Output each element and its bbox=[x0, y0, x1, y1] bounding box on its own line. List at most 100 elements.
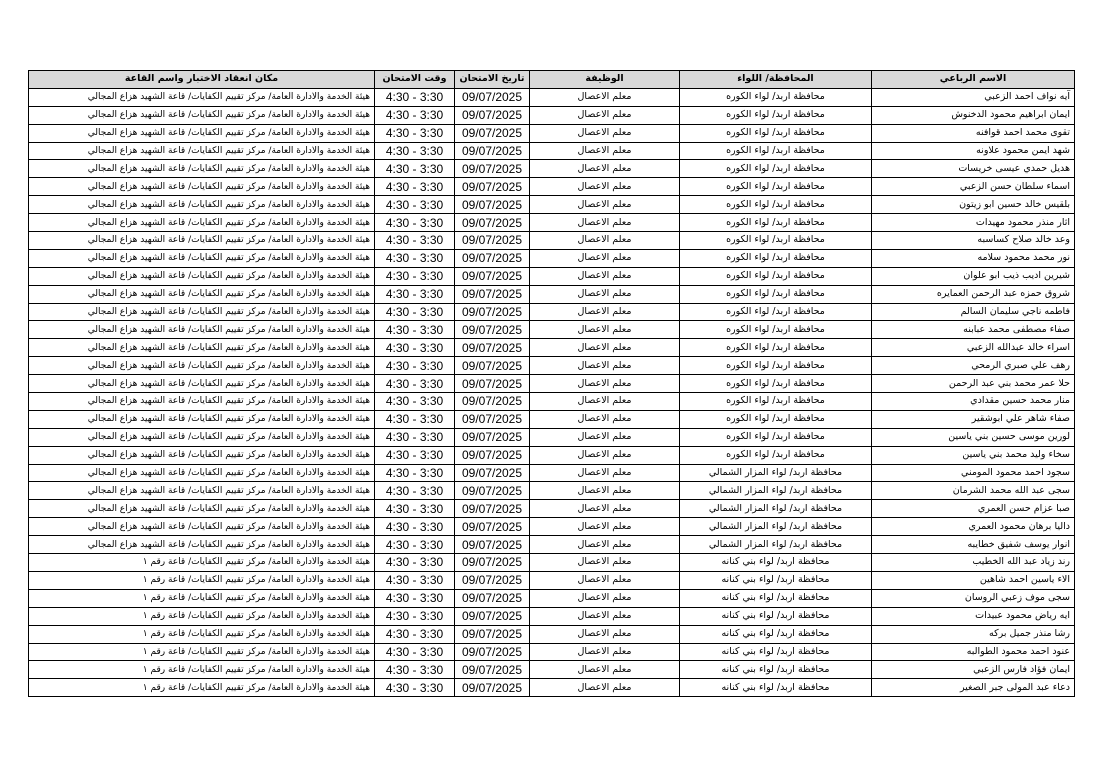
venue-cell: هيئة الخدمة والادارة العامة/ مركز تقييم … bbox=[28, 481, 375, 501]
table-row: شيرين اديب ذيب ابو علوان محافظة اربد/ لوا… bbox=[28, 266, 1075, 286]
column-header: مكان انعقاد الاختبار واسم القاعة bbox=[28, 70, 375, 89]
column-header: الاسم الرباعي bbox=[871, 70, 1075, 89]
name-cell: رشا منذر جميل بركه bbox=[871, 624, 1075, 644]
date-cell: 09/07/2025 bbox=[454, 338, 530, 358]
date-cell: 09/07/2025 bbox=[454, 642, 530, 662]
name-cell: صفاء شاهر علي ابوشقير bbox=[871, 409, 1075, 429]
name-cell: انوار يوسف شفيق خطايبه bbox=[871, 535, 1075, 555]
time-cell: 4:30 - 3:30 bbox=[374, 463, 455, 483]
job-cell: معلم الاعصال bbox=[529, 374, 680, 394]
region-cell: محافظة اربد/ لواء المزار الشمالي bbox=[679, 517, 872, 537]
region-cell: محافظة اربد/ لواء بني كنانه bbox=[679, 624, 872, 644]
time-cell: 4:30 - 3:30 bbox=[374, 320, 455, 340]
venue-cell: هيئة الخدمة والادارة العامة/ مركز تقييم … bbox=[28, 248, 375, 268]
name-cell: اسماء سلطان حسن الزعبي bbox=[871, 177, 1075, 197]
job-cell: معلم الاعصال bbox=[529, 642, 680, 662]
table-row: منار محمد حسين مقدادي محافظة اربد/ لواء ا… bbox=[28, 392, 1075, 411]
date-cell: 09/07/2025 bbox=[454, 195, 530, 215]
job-cell: معلم الاعصال bbox=[529, 213, 680, 233]
job-cell: معلم الاعصال bbox=[529, 427, 680, 447]
time-cell: 4:30 - 3:30 bbox=[374, 642, 455, 662]
venue-cell: هيئة الخدمة والادارة العامة/ مركز تقييم … bbox=[28, 302, 375, 322]
time-cell: 4:30 - 3:30 bbox=[374, 624, 455, 644]
table-row: هديل حمدي عيسى خريسات محافظة اربد/ لواء ا… bbox=[28, 159, 1075, 179]
name-cell: صفاء مصطفى محمد عبابنه bbox=[871, 320, 1075, 340]
date-cell: 09/07/2025 bbox=[454, 266, 530, 286]
name-cell: شهد ايمن محمود علاونه bbox=[871, 141, 1075, 161]
job-cell: معلم الاعصال bbox=[529, 177, 680, 197]
time-cell: 4:30 - 3:30 bbox=[374, 481, 455, 501]
table-row: رند زياد عبد الله الخطيب محافظة اربد/ لوا… bbox=[28, 553, 1075, 572]
table-row: سجى موف زعبي الروسان محافظة اربد/ لواء بن… bbox=[28, 588, 1075, 608]
table-row: وعد خالد صلاح كساسبه محافظة اربد/ لواء ال… bbox=[28, 231, 1075, 250]
region-cell: محافظة اربد/ لواء بني كنانه bbox=[679, 570, 872, 590]
name-cell: ايمان فؤاد فارس الزعبي bbox=[871, 660, 1075, 680]
time-cell: 4:30 - 3:30 bbox=[374, 517, 455, 537]
name-cell: وعد خالد صلاح كساسبه bbox=[871, 231, 1075, 250]
job-cell: معلم الاعصال bbox=[529, 409, 680, 429]
time-cell: 4:30 - 3:30 bbox=[374, 141, 455, 161]
time-cell: 4:30 - 3:30 bbox=[374, 374, 455, 394]
date-cell: 09/07/2025 bbox=[454, 159, 530, 179]
venue-cell: هيئة الخدمة والادارة العامة/ مركز تقييم … bbox=[28, 535, 375, 555]
region-cell: محافظة اربد/ لواء المزار الشمالي bbox=[679, 463, 872, 483]
venue-cell: هيئة الخدمة والادارة العامة/ مركز تقييم … bbox=[28, 213, 375, 233]
region-cell: محافظة اربد/ لواء بني كنانه bbox=[679, 606, 872, 626]
venue-cell: هيئة الخدمة والادارة العامة/ مركز تقييم … bbox=[28, 392, 375, 411]
table-row: صفاء مصطفى محمد عبابنه محافظة اربد/ لواء … bbox=[28, 320, 1075, 340]
name-cell: الاء ياسين احمد شاهين bbox=[871, 570, 1075, 590]
region-cell: محافظة اربد/ لواء المزار الشمالي bbox=[679, 481, 872, 501]
time-cell: 4:30 - 3:30 bbox=[374, 660, 455, 680]
time-cell: 4:30 - 3:30 bbox=[374, 553, 455, 572]
region-cell: محافظة اربد/ لواء بني كنانه bbox=[679, 642, 872, 662]
date-cell: 09/07/2025 bbox=[454, 606, 530, 626]
date-cell: 09/07/2025 bbox=[454, 105, 530, 125]
name-cell: صبا عزام حسن العمري bbox=[871, 499, 1075, 519]
table-row: لورين موسى حسين بني ياسين محافظة اربد/ لو… bbox=[28, 427, 1075, 447]
job-cell: معلم الاعصال bbox=[529, 248, 680, 268]
column-header: وقت الامتحان bbox=[374, 70, 455, 89]
name-cell: حلا عمر محمد بني عبد الرحمن bbox=[871, 374, 1075, 394]
date-cell: 09/07/2025 bbox=[454, 588, 530, 608]
table-row: سجود احمد محمود المومني محافظة اربد/ لواء… bbox=[28, 463, 1075, 483]
region-cell: محافظة اربد/ لواء بني كنانه bbox=[679, 553, 872, 572]
region-cell: محافظة اربد/ لواء الكوره bbox=[679, 231, 872, 250]
time-cell: 4:30 - 3:30 bbox=[374, 499, 455, 519]
job-cell: معلم الاعصال bbox=[529, 517, 680, 537]
schedule-table: الاسم الرباعي المحافظة/ اللواء الوظيفة تاري… bbox=[28, 70, 1075, 698]
job-cell: معلم الاعصال bbox=[529, 123, 680, 143]
name-cell: تقوى محمد احمد قوافنه bbox=[871, 123, 1075, 143]
table-row: نور محمد محمود سلامه محافظة اربد/ لواء ال… bbox=[28, 248, 1075, 268]
job-cell: معلم الاعصال bbox=[529, 463, 680, 483]
name-cell: رند زياد عبد الله الخطيب bbox=[871, 553, 1075, 572]
column-header: المحافظة/ اللواء bbox=[679, 70, 872, 89]
job-cell: معلم الاعصال bbox=[529, 660, 680, 680]
region-cell: محافظة اربد/ لواء الكوره bbox=[679, 213, 872, 233]
date-cell: 09/07/2025 bbox=[454, 427, 530, 447]
document: الاسم الرباعي المحافظة/ اللواء الوظيفة تاري… bbox=[28, 70, 1075, 698]
name-cell: اسراء خالد عبدالله الزعبي bbox=[871, 338, 1075, 358]
region-cell: محافظة اربد/ لواء الكوره bbox=[679, 356, 872, 376]
time-cell: 4:30 - 3:30 bbox=[374, 588, 455, 608]
name-cell: سجى عبد الله محمد الشرمان bbox=[871, 481, 1075, 501]
venue-cell: هيئة الخدمة والادارة العامة/ مركز تقييم … bbox=[28, 409, 375, 429]
region-cell: محافظة اربد/ لواء الكوره bbox=[679, 445, 872, 465]
venue-cell: هيئة الخدمة والادارة العامة/ مركز تقييم … bbox=[28, 606, 375, 626]
job-cell: معلم الاعصال bbox=[529, 231, 680, 250]
name-cell: سجى موف زعبي الروسان bbox=[871, 588, 1075, 608]
table-row: عنود احمد محمود الطوالبه محافظة اربد/ لوا… bbox=[28, 642, 1075, 662]
job-cell: معلم الاعصال bbox=[529, 570, 680, 590]
table-row: صبا عزام حسن العمري محافظة اربد/ لواء الم… bbox=[28, 499, 1075, 519]
column-header: تاريخ الامتحان bbox=[454, 70, 530, 89]
venue-cell: هيئة الخدمة والادارة العامة/ مركز تقييم … bbox=[28, 87, 375, 107]
region-cell: محافظة اربد/ لواء الكوره bbox=[679, 374, 872, 394]
name-cell: سجود احمد محمود المومني bbox=[871, 463, 1075, 483]
time-cell: 4:30 - 3:30 bbox=[374, 535, 455, 555]
date-cell: 09/07/2025 bbox=[454, 624, 530, 644]
region-cell: محافظة اربد/ لواء الكوره bbox=[679, 195, 872, 215]
time-cell: 4:30 - 3:30 bbox=[374, 213, 455, 233]
time-cell: 4:30 - 3:30 bbox=[374, 338, 455, 358]
table-row: ايه رياض محمود عبيدات محافظة اربد/ لواء ب… bbox=[28, 606, 1075, 626]
region-cell: محافظة اربد/ لواء الكوره bbox=[679, 409, 872, 429]
job-cell: معلم الاعصال bbox=[529, 553, 680, 572]
